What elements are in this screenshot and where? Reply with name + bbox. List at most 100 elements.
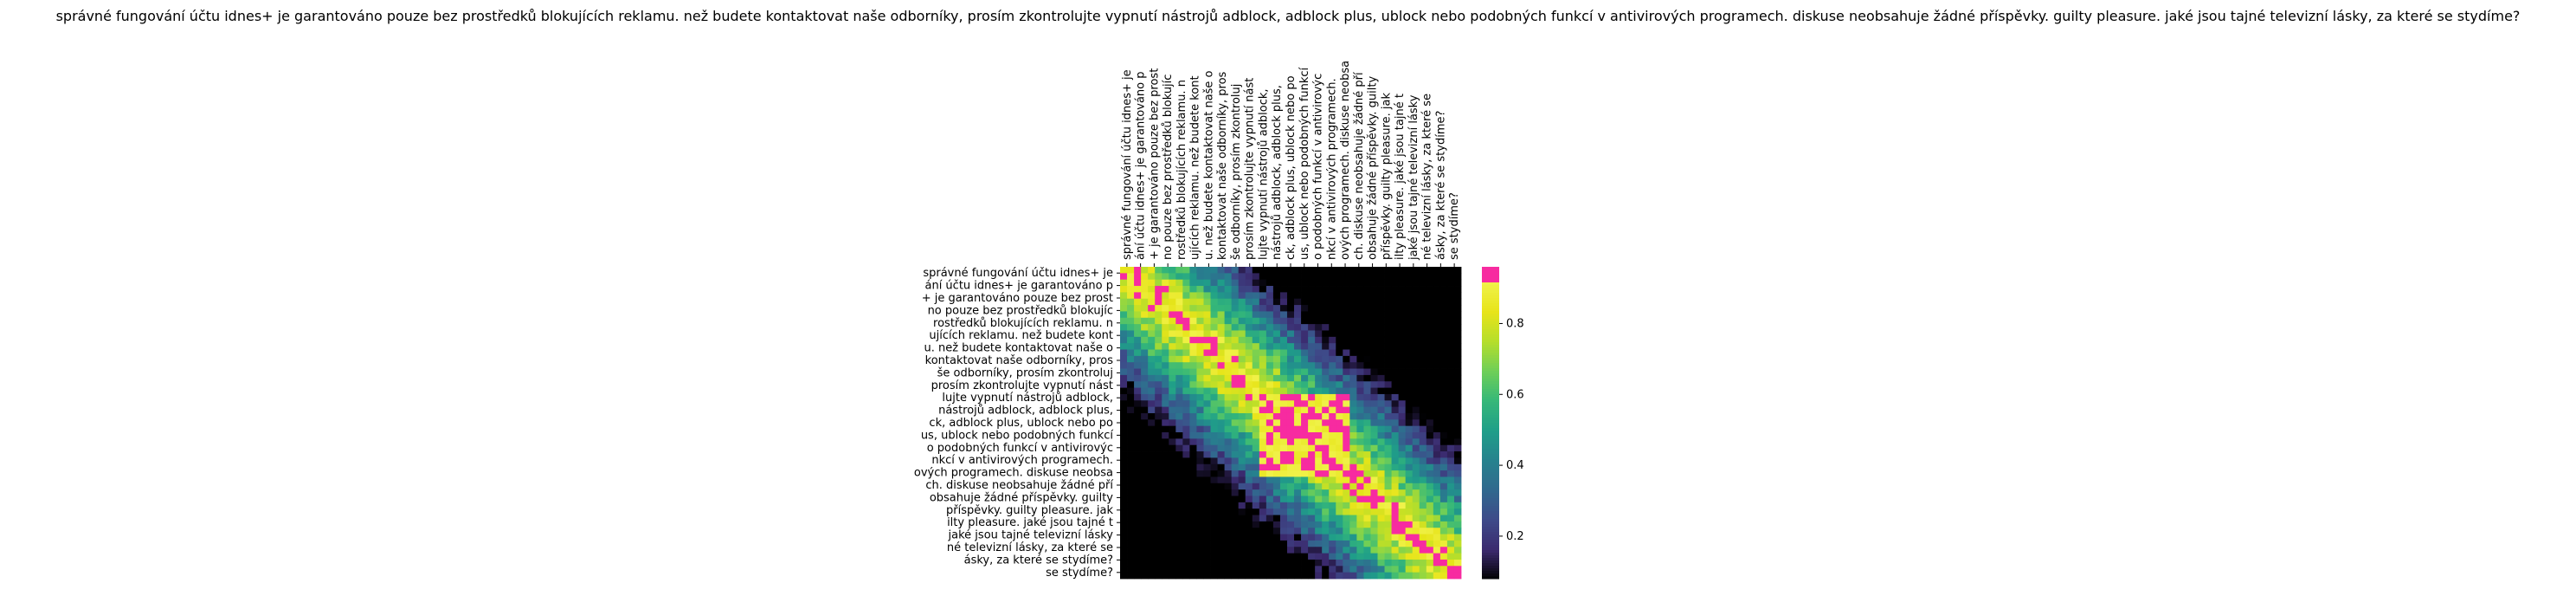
heatmap-cell [1377, 489, 1385, 496]
heatmap-cell [1189, 572, 1197, 580]
heatmap-cell [1169, 393, 1176, 401]
heatmap-cell [1370, 521, 1378, 528]
heatmap-cell [1308, 457, 1316, 465]
heatmap-cell [1134, 444, 1142, 452]
colorbar-swatch [1482, 540, 1499, 543]
heatmap-cell [1217, 317, 1226, 325]
heatmap-cell [1196, 273, 1204, 281]
heatmap-cell [1308, 317, 1316, 325]
heatmap-cell [1155, 572, 1162, 580]
heatmap-cell [1252, 336, 1260, 344]
heatmap-cell [1120, 292, 1128, 300]
heatmap-cell [1141, 432, 1149, 439]
heatmap-cell [1162, 374, 1169, 382]
y-tick-label: ásky, za které se stydíme? [964, 554, 1113, 567]
heatmap-cell [1301, 451, 1309, 458]
heatmap-cell [1446, 400, 1455, 408]
heatmap-cell [1245, 432, 1253, 439]
heatmap-cell [1127, 412, 1135, 420]
heatmap-cell [1265, 425, 1274, 433]
heatmap-cell [1446, 311, 1455, 319]
heatmap-cell [1175, 502, 1183, 509]
heatmap-cell [1217, 489, 1226, 496]
heatmap-cell [1384, 451, 1392, 458]
heatmap-cell [1141, 311, 1149, 319]
colorbar-swatch [1482, 384, 1499, 387]
heatmap-cell [1329, 292, 1336, 300]
heatmap-cell [1120, 476, 1128, 484]
heatmap-cell [1453, 515, 1462, 522]
heatmap-cell [1134, 425, 1142, 433]
heatmap-cell [1349, 509, 1357, 515]
heatmap-cell [1189, 273, 1197, 281]
heatmap-cell [1210, 438, 1218, 446]
heatmap-cell [1245, 374, 1253, 382]
colorbar-swatch [1482, 423, 1499, 426]
heatmap-cell [1322, 559, 1330, 567]
heatmap-cell [1384, 368, 1392, 376]
heatmap-cell [1453, 400, 1462, 408]
heatmap-cell [1148, 362, 1156, 369]
heatmap-cell [1433, 489, 1441, 496]
heatmap-cell [1322, 355, 1330, 363]
heatmap-cell [1265, 311, 1274, 319]
colorbar-swatch [1482, 451, 1499, 455]
colorbar-swatch [1482, 519, 1499, 522]
heatmap-cell [1245, 444, 1253, 452]
heatmap-cell [1259, 483, 1267, 490]
heatmap-cell [1336, 432, 1343, 439]
heatmap-cell [1272, 393, 1281, 401]
heatmap-cell [1294, 457, 1302, 465]
heatmap-cell [1238, 457, 1246, 465]
heatmap-cell [1384, 438, 1392, 446]
heatmap-cell [1189, 476, 1197, 484]
heatmap-cell [1238, 298, 1246, 306]
heatmap-cell [1329, 515, 1336, 522]
heatmap-cell [1252, 432, 1260, 439]
heatmap-cell [1356, 451, 1364, 458]
heatmap-cell [1203, 509, 1211, 515]
heatmap-cell [1265, 355, 1274, 363]
heatmap-cell [1162, 528, 1169, 534]
heatmap-cell [1294, 438, 1302, 446]
heatmap-cell [1294, 470, 1302, 477]
heatmap-cell [1377, 393, 1385, 401]
heatmap-cell [1322, 349, 1330, 357]
heatmap-cell [1134, 553, 1142, 560]
heatmap-cell [1134, 286, 1142, 293]
heatmap-cell [1189, 343, 1197, 350]
heatmap-cell [1384, 425, 1392, 433]
heatmap-cell [1196, 547, 1204, 554]
heatmap-cell [1203, 349, 1211, 357]
heatmap-cell [1439, 374, 1448, 382]
heatmap-cell [1155, 400, 1162, 408]
heatmap-cell [1127, 553, 1135, 560]
heatmap-cell [1363, 547, 1371, 554]
colorbar [1482, 267, 1499, 580]
heatmap-cell [1279, 324, 1288, 331]
heatmap-cell [1134, 279, 1142, 287]
heatmap-cell [1189, 362, 1197, 369]
heatmap-cell [1286, 528, 1295, 534]
heatmap-cell [1162, 412, 1169, 420]
heatmap-cell [1315, 476, 1323, 484]
heatmap-cell [1391, 438, 1400, 446]
y-tick-label: no pouze bez prostředků blokujíc [928, 304, 1113, 317]
y-tick-label: se stydíme? [1046, 567, 1113, 580]
heatmap-cell [1391, 432, 1400, 439]
heatmap-cell [1391, 298, 1400, 306]
heatmap-cell [1405, 412, 1414, 420]
heatmap-cell [1398, 451, 1407, 458]
heatmap-cell [1370, 393, 1378, 401]
heatmap-cell [1294, 406, 1302, 414]
heatmap-cell [1405, 324, 1414, 331]
heatmap-cell [1120, 317, 1128, 325]
heatmap-cell [1336, 393, 1343, 401]
heatmap-cell [1398, 317, 1407, 325]
heatmap-cell [1405, 400, 1414, 408]
colorbar-swatch [1482, 464, 1499, 468]
heatmap-cell [1245, 534, 1253, 541]
heatmap-cell [1370, 419, 1378, 427]
heatmap-cell [1189, 425, 1197, 433]
heatmap-cell [1453, 489, 1462, 496]
